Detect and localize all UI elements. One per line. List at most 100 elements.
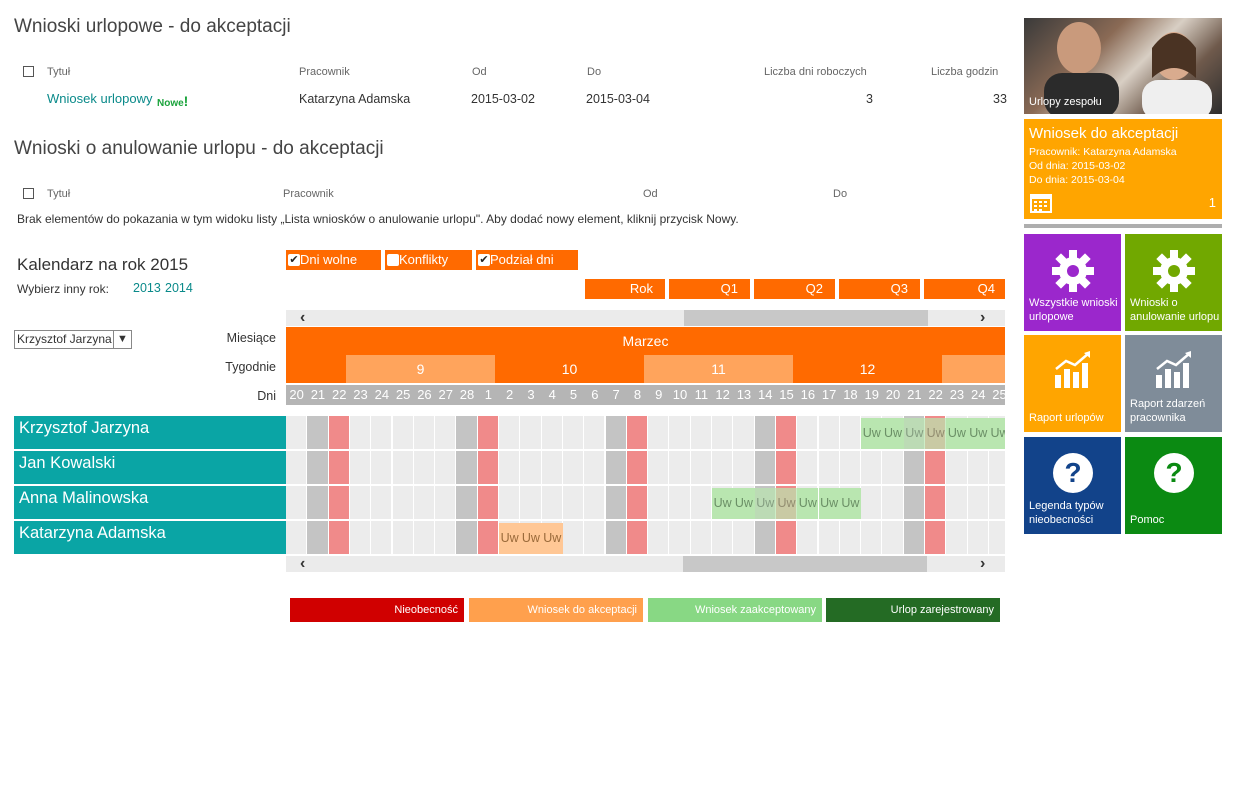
day-cell[interactable]	[946, 451, 967, 484]
day-cell[interactable]	[967, 486, 988, 519]
day-cell[interactable]	[882, 486, 903, 519]
day-cell[interactable]	[286, 416, 307, 449]
day-cell[interactable]	[882, 451, 903, 484]
day-cell[interactable]	[477, 486, 498, 519]
day-cell[interactable]	[733, 451, 754, 484]
absence-entry[interactable]: Uw	[775, 488, 798, 519]
day-cell[interactable]	[349, 416, 371, 449]
scroll-right-icon[interactable]: ›	[980, 555, 986, 572]
chevron-down-icon[interactable]: ▼	[113, 331, 131, 348]
absence-entry[interactable]: Uw	[520, 523, 542, 554]
calendar-scroll-thumb-top[interactable]	[684, 310, 928, 326]
col-workdays[interactable]: Liczba dni roboczych	[764, 66, 867, 78]
day-cell[interactable]	[477, 521, 498, 554]
day-cell[interactable]	[371, 451, 392, 484]
day-cell[interactable]	[648, 451, 669, 484]
day-cell[interactable]	[861, 451, 882, 484]
day-cell[interactable]	[839, 451, 861, 484]
tile-4[interactable]: Raport zdarzeń pracownika	[1125, 335, 1222, 432]
day-cell[interactable]	[712, 451, 733, 484]
select-all-checkbox[interactable]	[23, 66, 34, 77]
day-cell[interactable]	[307, 416, 328, 449]
day-cell[interactable]	[541, 416, 562, 449]
day-cell[interactable]	[925, 451, 946, 484]
period-q3-button[interactable]: Q3	[839, 279, 920, 299]
day-cell[interactable]	[712, 521, 733, 554]
day-cell[interactable]	[392, 521, 413, 554]
period-q4-button[interactable]: Q4	[924, 279, 1005, 299]
select-all-cancel-checkbox[interactable]	[23, 188, 34, 199]
absence-entry[interactable]: Uw	[925, 418, 947, 449]
leave-request-link[interactable]: Wniosek urlopowy	[47, 91, 153, 106]
day-cell[interactable]	[733, 416, 754, 449]
checkbox-checked-icon[interactable]: ✔	[288, 254, 300, 266]
absence-entry[interactable]: Uw	[967, 418, 989, 449]
day-cell[interactable]	[818, 451, 839, 484]
col2-to[interactable]: Do	[833, 188, 848, 200]
period-q1-button[interactable]: Q1	[669, 279, 750, 299]
day-cell[interactable]	[903, 451, 924, 484]
absence-entry[interactable]: Uw	[988, 418, 1005, 449]
day-cell[interactable]	[797, 521, 818, 554]
day-cell[interactable]	[690, 451, 711, 484]
day-cell[interactable]	[669, 486, 690, 519]
col-to[interactable]: Do	[587, 66, 602, 78]
col2-employee[interactable]: Pracownik	[283, 188, 334, 200]
employee-row-label[interactable]: Anna Malinowska	[14, 486, 286, 519]
day-cell[interactable]	[754, 451, 775, 484]
day-cell[interactable]	[477, 451, 498, 484]
day-cell[interactable]	[562, 521, 584, 554]
day-cell[interactable]	[456, 416, 477, 449]
day-cell[interactable]	[328, 521, 349, 554]
absence-entry[interactable]: Uw	[797, 488, 819, 519]
day-cell[interactable]	[349, 486, 371, 519]
day-cell[interactable]	[967, 451, 988, 484]
day-cell[interactable]	[669, 451, 690, 484]
day-cell[interactable]	[435, 416, 456, 449]
period-year-button[interactable]: Rok	[585, 279, 665, 299]
day-cell[interactable]	[648, 416, 669, 449]
day-cell[interactable]	[690, 521, 711, 554]
day-cell[interactable]	[584, 451, 605, 484]
day-cell[interactable]	[499, 416, 520, 449]
col-employee[interactable]: Pracownik	[299, 66, 350, 78]
day-cell[interactable]	[861, 486, 882, 519]
absence-entry[interactable]: Uw	[861, 418, 883, 449]
day-cell[interactable]	[371, 521, 392, 554]
day-cell[interactable]	[499, 486, 520, 519]
col2-title[interactable]: Tytuł	[47, 188, 71, 200]
day-cell[interactable]	[435, 451, 456, 484]
day-cell[interactable]	[754, 521, 775, 554]
day-cell[interactable]	[648, 486, 669, 519]
day-cell[interactable]	[733, 521, 754, 554]
day-cell[interactable]	[818, 521, 839, 554]
day-cell[interactable]	[626, 521, 648, 554]
day-cell[interactable]	[435, 521, 456, 554]
day-cell[interactable]	[328, 451, 349, 484]
day-cell[interactable]	[775, 521, 797, 554]
day-cell[interactable]	[797, 416, 818, 449]
day-cell[interactable]	[903, 486, 924, 519]
day-cell[interactable]	[392, 451, 413, 484]
toggle-conflicts[interactable]: Konflikty	[385, 250, 472, 270]
year-link-2014[interactable]: 2014	[165, 281, 193, 295]
calendar-scroll-thumb-bottom[interactable]	[683, 556, 927, 572]
absence-entry[interactable]: Uw	[882, 418, 904, 449]
scroll-left-icon[interactable]: ‹	[300, 309, 306, 326]
day-cell[interactable]	[690, 486, 711, 519]
absence-entry[interactable]: Uw	[712, 488, 734, 519]
day-cell[interactable]	[946, 521, 967, 554]
day-cell[interactable]	[797, 451, 818, 484]
day-cell[interactable]	[925, 521, 946, 554]
absence-entry[interactable]: Uw	[903, 418, 925, 449]
day-cell[interactable]	[520, 451, 541, 484]
day-cell[interactable]	[456, 451, 477, 484]
day-cell[interactable]	[946, 486, 967, 519]
tile-5[interactable]: ? Legenda typów nieobecności	[1024, 437, 1121, 534]
day-cell[interactable]	[775, 416, 797, 449]
day-cell[interactable]	[988, 451, 1005, 484]
day-cell[interactable]	[669, 521, 690, 554]
day-cell[interactable]	[882, 521, 903, 554]
day-cell[interactable]	[626, 486, 648, 519]
day-cell[interactable]	[307, 486, 328, 519]
